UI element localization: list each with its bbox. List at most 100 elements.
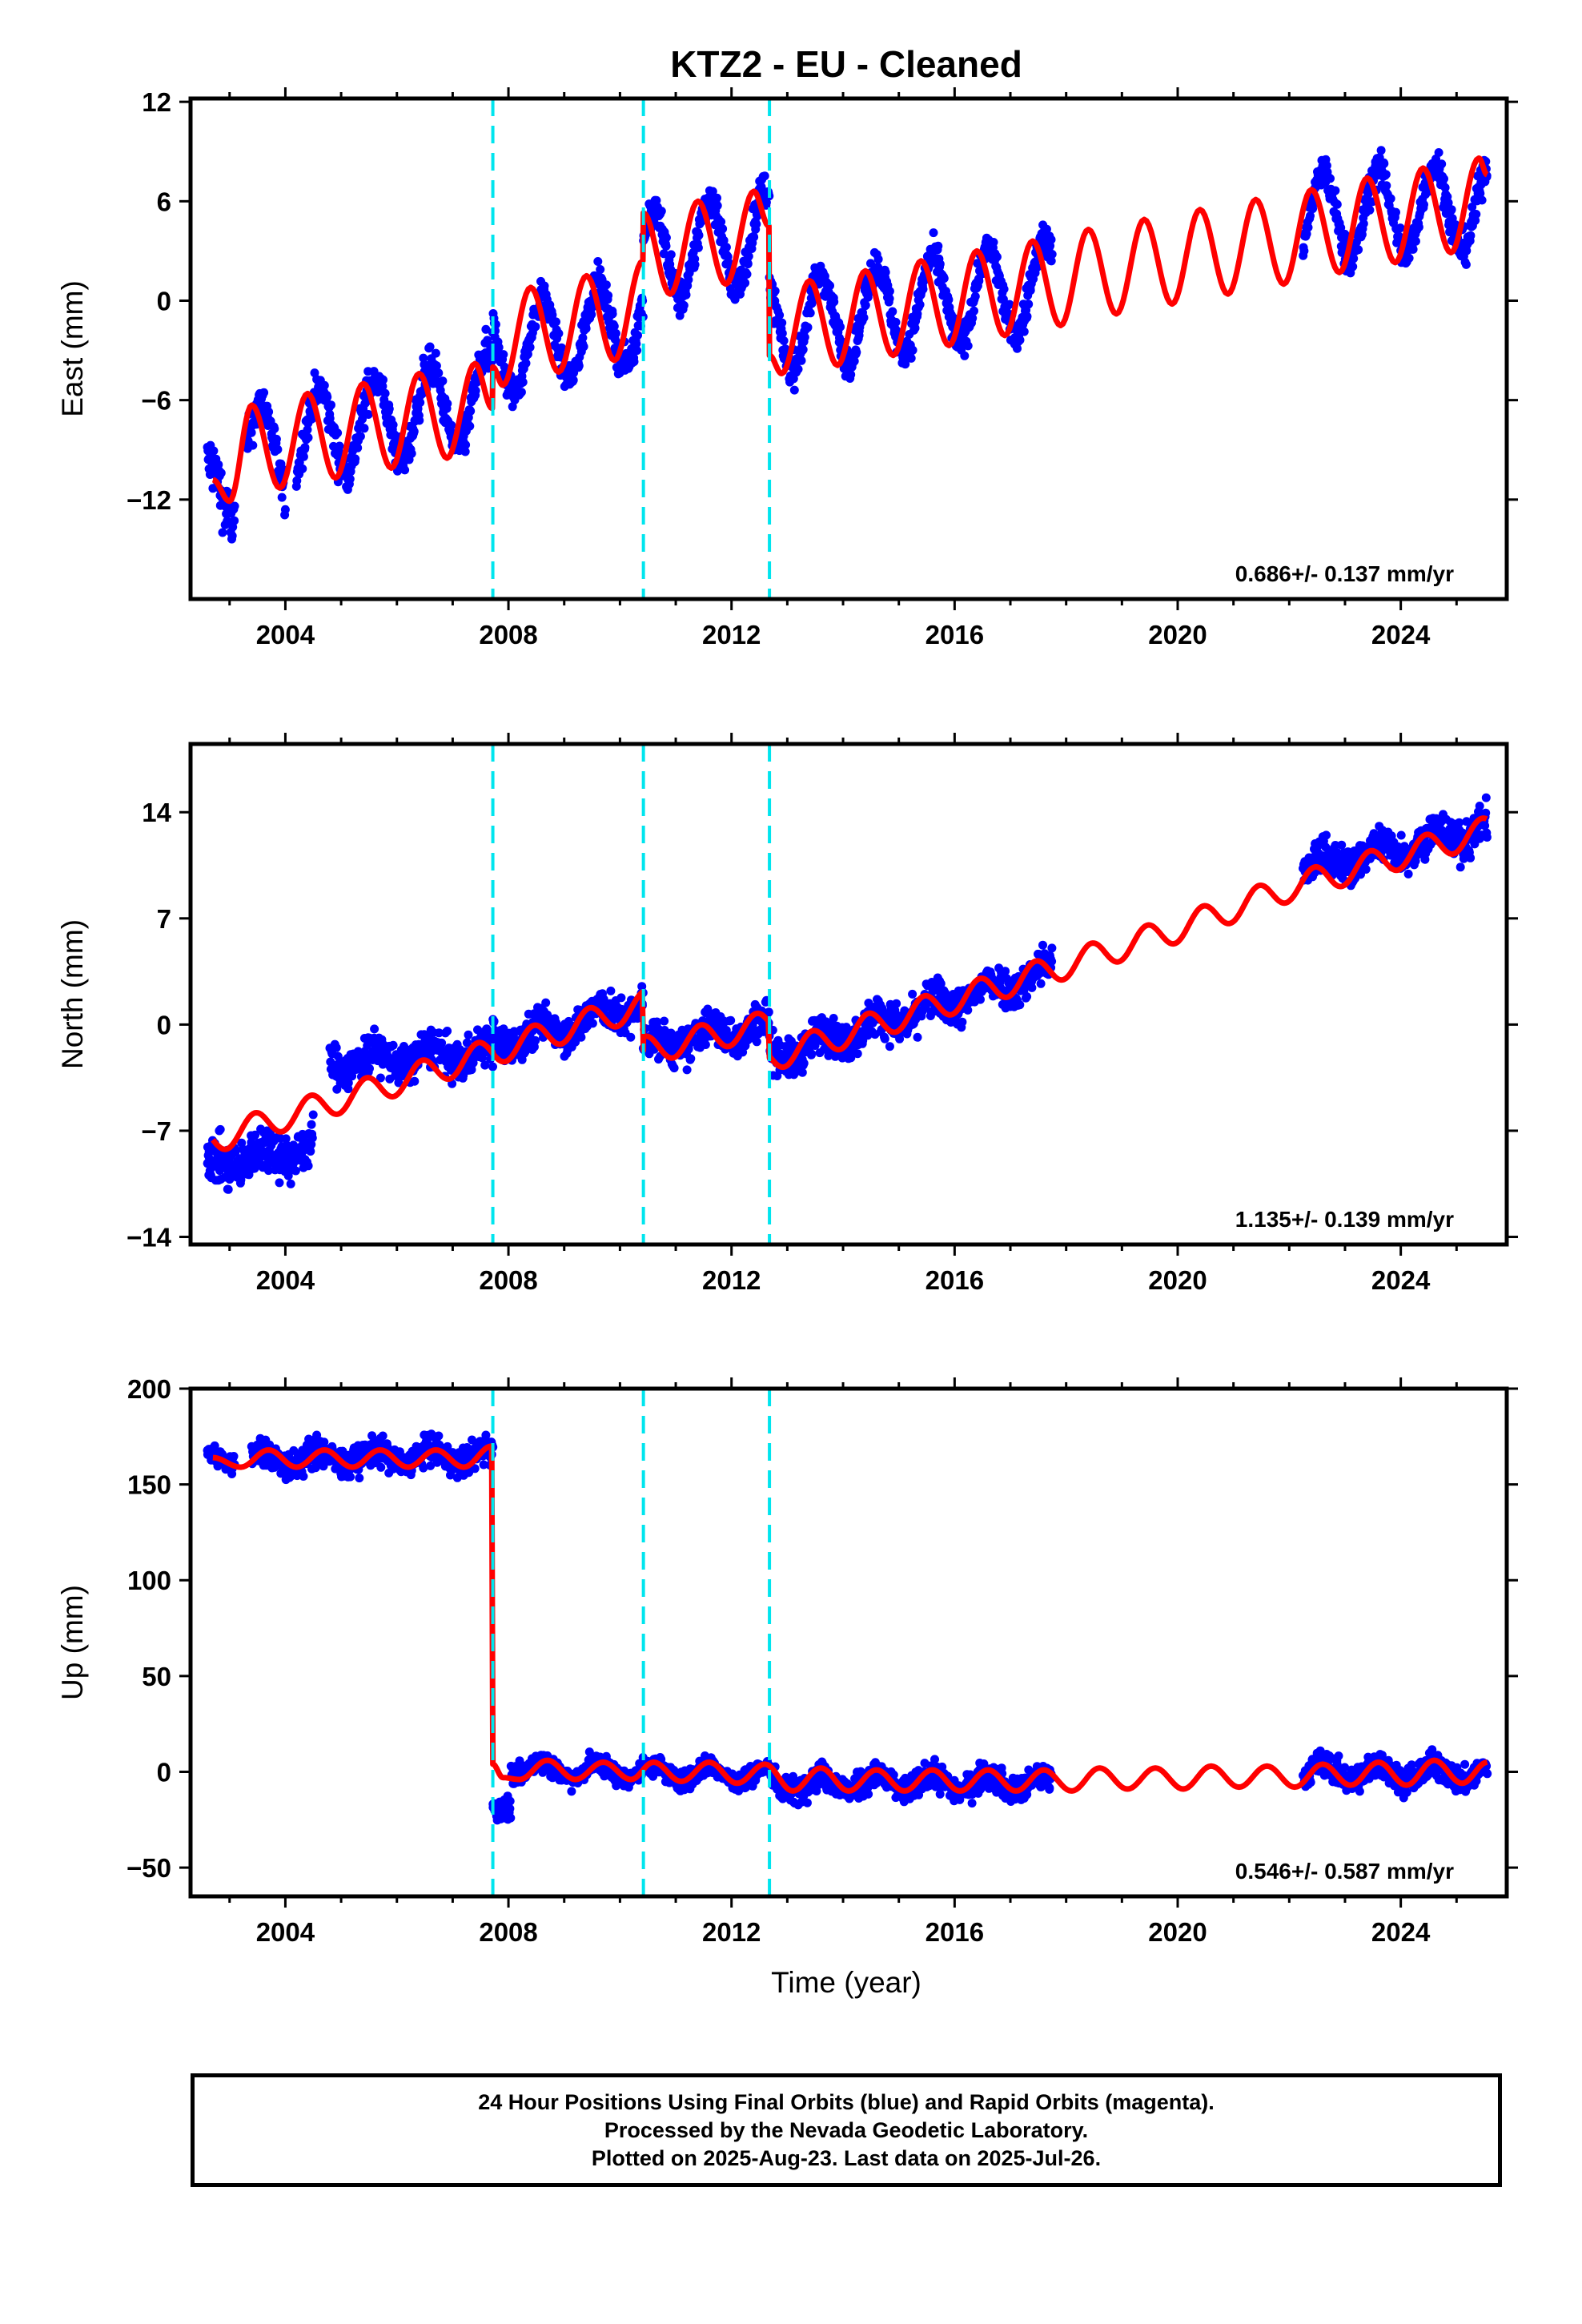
data-point [464, 1030, 473, 1039]
data-point [661, 233, 671, 243]
data-point [829, 1014, 838, 1023]
data-point [223, 1184, 233, 1194]
y-tick-label: 12 [142, 87, 171, 117]
data-point [652, 1017, 662, 1027]
data-point [779, 336, 789, 345]
data-point [970, 292, 980, 301]
data-point [1022, 312, 1032, 321]
data-point [461, 440, 471, 449]
data-point [327, 400, 335, 410]
data-point [376, 1462, 386, 1472]
data-point [380, 388, 390, 398]
data-point [400, 465, 410, 475]
data-point [708, 187, 717, 196]
y-tick-label: 6 [157, 187, 171, 216]
data-point [873, 255, 883, 264]
data-point [1019, 327, 1029, 336]
data-point [1332, 199, 1342, 209]
data-point [934, 241, 943, 251]
data-point [581, 324, 591, 333]
data-point [426, 1461, 436, 1470]
data-point [666, 250, 676, 259]
data-point [742, 269, 752, 279]
data-point [462, 1038, 472, 1047]
data-point [752, 1037, 761, 1047]
data-point [1322, 830, 1331, 840]
data-point [1047, 250, 1057, 259]
data-point [770, 286, 780, 296]
data-point [499, 350, 508, 360]
data-point [346, 1472, 355, 1482]
data-point [690, 260, 700, 269]
data-point [1015, 336, 1025, 345]
data-point [556, 343, 566, 352]
data-point [273, 444, 283, 454]
data-point [701, 1040, 710, 1049]
x-tick-label: 2008 [479, 1265, 537, 1295]
data-point [270, 424, 279, 433]
data-point [299, 452, 308, 461]
data-point [443, 399, 452, 408]
data-point [885, 1042, 894, 1051]
data-point [578, 333, 588, 343]
data-point [829, 297, 839, 307]
data-point [892, 999, 901, 1008]
data-point [1466, 231, 1476, 240]
data-point [849, 356, 859, 366]
panel-up: 2004 2008 2012 2016 2020 2024−50050100150200U… [56, 1374, 1518, 1947]
data-point [1461, 259, 1471, 269]
data-point [540, 281, 549, 291]
data-point [885, 294, 894, 304]
data-point [359, 424, 369, 433]
data-point [407, 448, 416, 458]
data-point [508, 402, 517, 412]
data-point [805, 308, 815, 318]
data-point [351, 454, 360, 464]
data-point [1038, 940, 1047, 950]
data-point [443, 1441, 452, 1451]
data-point [1395, 223, 1405, 233]
data-point [552, 317, 560, 327]
data-point [345, 474, 355, 484]
data-point [596, 265, 605, 274]
data-point [333, 428, 343, 438]
data-point [1032, 263, 1042, 272]
data-point [1047, 943, 1057, 953]
data-point [370, 1024, 379, 1034]
data-point [471, 386, 480, 396]
data-point [1466, 853, 1476, 862]
data-point [1027, 983, 1037, 992]
data-point [355, 1474, 364, 1483]
data-point [319, 1462, 328, 1471]
data-point [1455, 818, 1464, 827]
data-point [1001, 967, 1010, 976]
data-point [1386, 194, 1395, 203]
data-point [659, 249, 669, 259]
data-point [1462, 246, 1472, 255]
data-point [1354, 245, 1363, 255]
data-point [608, 309, 617, 319]
data-point [793, 364, 803, 374]
data-point [908, 345, 917, 355]
data-point [236, 1175, 246, 1184]
data-point [679, 300, 689, 310]
data-point [852, 348, 861, 357]
data-point [1440, 183, 1450, 192]
data-point [1308, 199, 1318, 209]
data-point [434, 1431, 444, 1441]
data-point [660, 1016, 669, 1026]
data-point [1046, 256, 1056, 266]
data-point [859, 313, 869, 323]
data-point [230, 516, 239, 525]
data-point [939, 274, 949, 283]
data-point [656, 207, 666, 216]
data-point [913, 309, 922, 319]
data-point [1042, 224, 1051, 234]
data-point [300, 443, 310, 452]
data-point [416, 398, 425, 408]
data-point [1331, 841, 1340, 850]
data-point [606, 986, 616, 995]
data-point [1376, 146, 1386, 155]
data-point [481, 1430, 491, 1440]
data-point [694, 231, 704, 240]
